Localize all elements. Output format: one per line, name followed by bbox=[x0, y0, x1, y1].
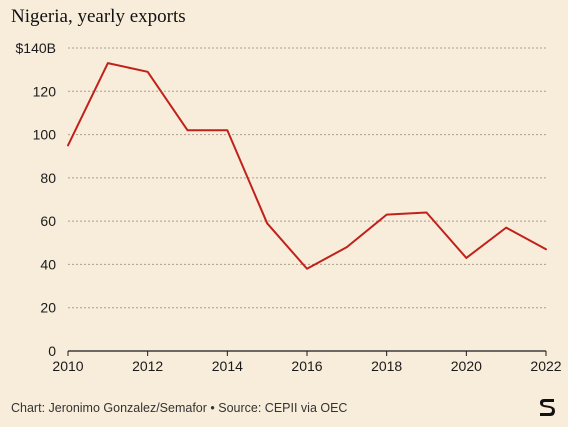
x-tick-label: 2022 bbox=[530, 358, 561, 374]
chart-footer: Chart: Jeronimo Gonzalez/Semafor • Sourc… bbox=[11, 401, 348, 415]
y-tick-label: 80 bbox=[40, 170, 56, 186]
x-tick-label: 2018 bbox=[371, 358, 402, 374]
x-tick-label: 2010 bbox=[52, 358, 83, 374]
x-tick-label: 2014 bbox=[212, 358, 243, 374]
semafor-logo-icon bbox=[540, 399, 555, 416]
series-line bbox=[67, 62, 547, 270]
x-tick-label: 2012 bbox=[132, 358, 163, 374]
y-tick-label: 20 bbox=[40, 300, 56, 316]
y-tick-label: 40 bbox=[40, 256, 56, 272]
x-tick-label: 2020 bbox=[451, 358, 482, 374]
y-tick-label: 60 bbox=[40, 213, 56, 229]
y-tick-label: $140B bbox=[16, 40, 56, 56]
chart-title: Nigeria, yearly exports bbox=[11, 6, 186, 27]
y-tick-label: 100 bbox=[33, 127, 57, 143]
x-tick-label: 2016 bbox=[291, 358, 322, 374]
y-tick-label: 0 bbox=[48, 343, 56, 359]
y-tick-label: 120 bbox=[33, 83, 57, 99]
line-chart: 0 20 40 60 80 100 120 $140B 2010 2012 2014 2016 2018… bbox=[16, 40, 562, 374]
